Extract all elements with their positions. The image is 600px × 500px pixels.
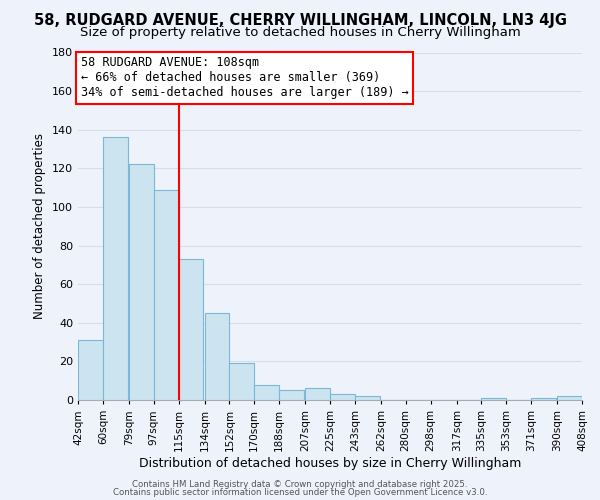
Text: Contains HM Land Registry data © Crown copyright and database right 2025.: Contains HM Land Registry data © Crown c…	[132, 480, 468, 489]
Bar	[103, 138, 128, 400]
Text: 58 RUDGARD AVENUE: 108sqm
← 66% of detached houses are smaller (369)
34% of semi: 58 RUDGARD AVENUE: 108sqm ← 66% of detac…	[81, 56, 409, 100]
Bar	[154, 190, 179, 400]
Bar	[481, 398, 506, 400]
Bar	[129, 164, 154, 400]
Text: Size of property relative to detached houses in Cherry Willingham: Size of property relative to detached ho…	[80, 26, 520, 39]
Text: 58, RUDGARD AVENUE, CHERRY WILLINGHAM, LINCOLN, LN3 4JG: 58, RUDGARD AVENUE, CHERRY WILLINGHAM, L…	[34, 12, 566, 28]
Bar	[355, 396, 380, 400]
Bar	[330, 394, 355, 400]
Y-axis label: Number of detached properties: Number of detached properties	[34, 133, 46, 320]
Bar	[305, 388, 330, 400]
Bar	[254, 384, 279, 400]
Bar	[229, 364, 254, 400]
Bar	[531, 398, 556, 400]
Bar	[557, 396, 582, 400]
Bar	[279, 390, 304, 400]
Bar	[179, 259, 203, 400]
Text: Contains public sector information licensed under the Open Government Licence v3: Contains public sector information licen…	[113, 488, 487, 497]
X-axis label: Distribution of detached houses by size in Cherry Willingham: Distribution of detached houses by size …	[139, 456, 521, 469]
Bar	[78, 340, 103, 400]
Bar	[205, 313, 229, 400]
